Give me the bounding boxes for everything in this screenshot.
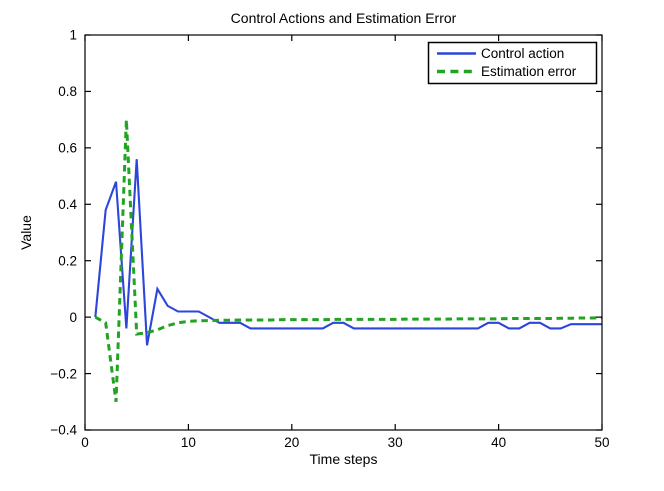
axes-frame: [84, 34, 603, 431]
y-tick-label: 0.8: [58, 84, 77, 99]
y-tick-label: 0: [69, 310, 77, 325]
chart-title: Control Actions and Estimation Error: [231, 10, 457, 26]
series-line-estimation-error: [94, 119, 603, 402]
x-tick-label: 20: [284, 435, 299, 450]
data-series: [94, 119, 603, 402]
x-tick-label: 30: [388, 435, 403, 450]
plot-area: [85, 35, 602, 430]
x-tick-label: 40: [491, 435, 506, 450]
legend-label: Estimation error: [481, 64, 577, 79]
series-line-control-action: [94, 159, 602, 346]
legend-label: Control action: [481, 46, 564, 61]
y-tick-label: −0.2: [50, 366, 77, 381]
y-tick-label: −0.4: [50, 423, 77, 438]
x-tick-label: 10: [181, 435, 196, 450]
x-axis-label: Time steps: [310, 451, 378, 467]
y-tick-label: 0.4: [58, 197, 77, 212]
y-axis-label: Value: [18, 215, 34, 250]
legend: Control action Estimation error: [427, 41, 598, 85]
y-tick-label: 0.6: [58, 141, 77, 156]
x-tick-label: 0: [81, 435, 89, 450]
y-tick-label: 0.2: [58, 253, 77, 268]
x-tick-label: 50: [594, 435, 609, 450]
y-tick-label: 1: [69, 28, 77, 43]
legend-box: [427, 41, 598, 85]
